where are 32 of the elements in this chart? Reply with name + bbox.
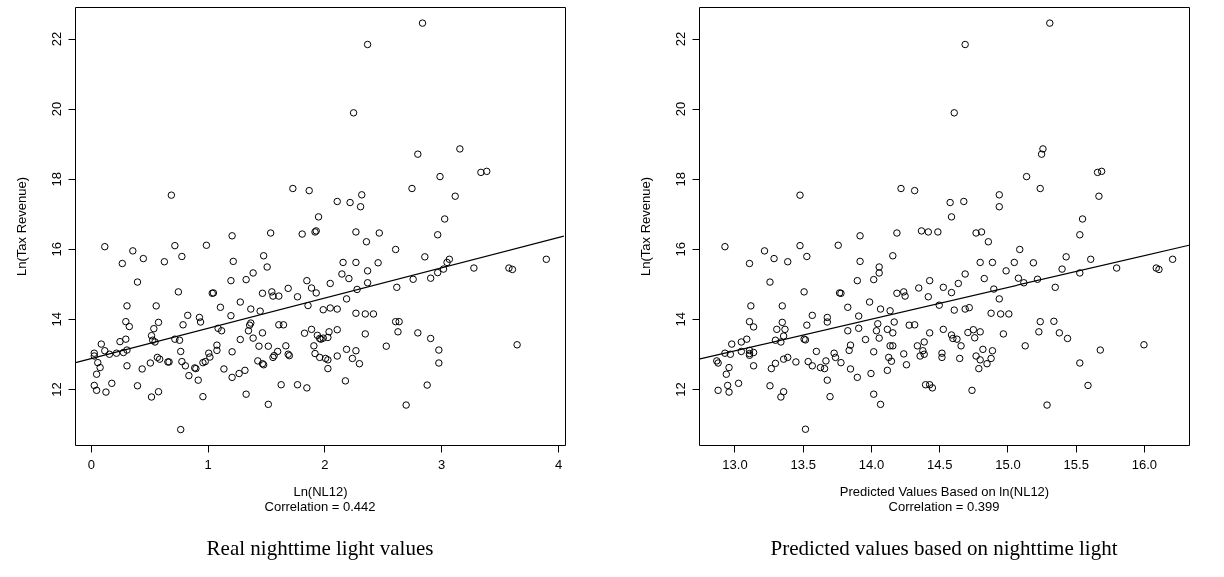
y-tick-label: 18 bbox=[48, 171, 64, 187]
x-tick-label: 13.0 bbox=[722, 456, 748, 472]
y-tick-label: 16 bbox=[48, 242, 64, 257]
y-tick-label: 20 bbox=[672, 101, 688, 117]
y-tick-label: 22 bbox=[672, 31, 688, 47]
y-tick-label: 12 bbox=[48, 382, 64, 397]
y-axis-title: Ln(Tax Revenue) bbox=[637, 177, 653, 276]
x-tick-label: 15.0 bbox=[995, 456, 1021, 472]
x-axis-title: Predicted Values Based on ln(NL12) bbox=[839, 483, 1050, 499]
y-tick-label: 12 bbox=[672, 382, 688, 397]
x-tick-label: 0 bbox=[87, 456, 95, 472]
y-tick-label: 16 bbox=[672, 242, 688, 257]
text: Real nighttime light values bbox=[206, 536, 434, 560]
x-tick-label: 13.5 bbox=[790, 456, 816, 472]
x-tick-label: 3 bbox=[438, 456, 446, 472]
text: Predicted values based on nighttime light bbox=[770, 536, 1118, 560]
y-tick-label: 14 bbox=[48, 312, 64, 327]
x-tick-label: 4 bbox=[554, 456, 563, 472]
x-tick-label: 2 bbox=[321, 456, 329, 472]
x-tick-label: 14.5 bbox=[927, 456, 953, 472]
y-tick-label: 20 bbox=[48, 101, 64, 117]
y-tick-label: 14 bbox=[672, 312, 688, 327]
text: Correlation = 0.399 bbox=[888, 499, 1000, 514]
text: Correlation = 0.442 bbox=[264, 499, 376, 514]
y-tick-label: 22 bbox=[48, 31, 64, 47]
y-tick-label: 18 bbox=[672, 171, 688, 187]
x-tick-label: 15.5 bbox=[1063, 456, 1089, 472]
x-tick-label: 16.0 bbox=[1131, 456, 1158, 472]
y-axis-title: Ln(Tax Revenue) bbox=[13, 177, 29, 276]
x-axis-title: Ln(NL12) bbox=[293, 483, 348, 499]
x-tick-label: 1 bbox=[204, 456, 212, 472]
x-tick-label: 14.0 bbox=[858, 456, 885, 472]
